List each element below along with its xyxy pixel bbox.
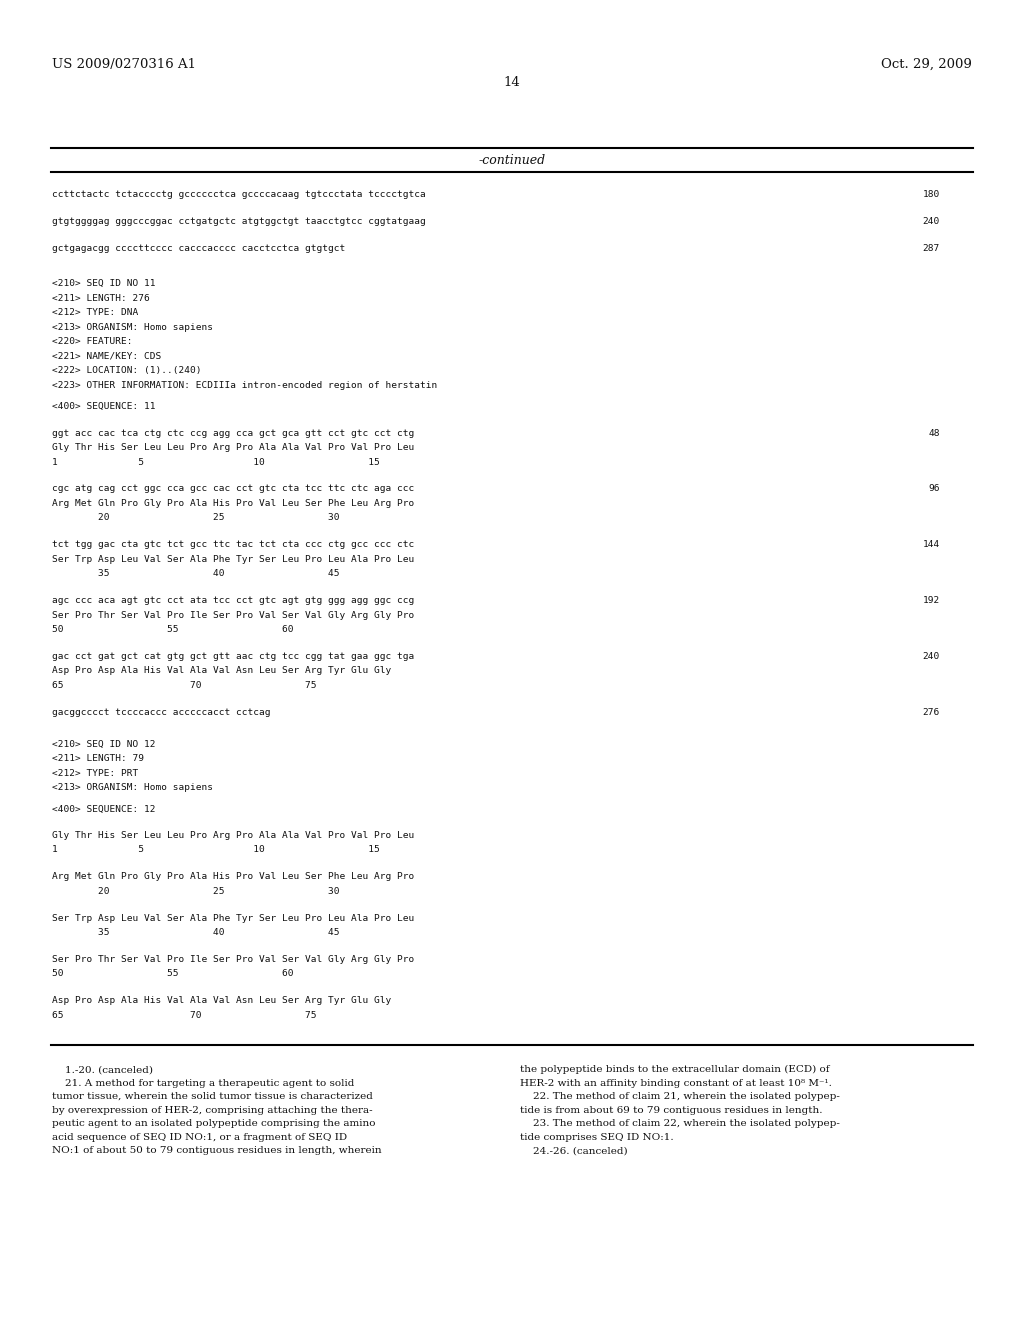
Text: <211> LENGTH: 79: <211> LENGTH: 79 [52,754,144,763]
Text: acid sequence of SEQ ID NO:1, or a fragment of SEQ ID: acid sequence of SEQ ID NO:1, or a fragm… [52,1133,347,1142]
Text: Arg Met Gln Pro Gly Pro Ala His Pro Val Leu Ser Phe Leu Arg Pro: Arg Met Gln Pro Gly Pro Ala His Pro Val … [52,499,415,508]
Text: Ser Trp Asp Leu Val Ser Ala Phe Tyr Ser Leu Pro Leu Ala Pro Leu: Ser Trp Asp Leu Val Ser Ala Phe Tyr Ser … [52,913,415,923]
Text: cgc atg cag cct ggc cca gcc cac cct gtc cta tcc ttc ctc aga ccc: cgc atg cag cct ggc cca gcc cac cct gtc … [52,484,415,494]
Text: <220> FEATURE:: <220> FEATURE: [52,337,132,346]
Text: 96: 96 [929,484,940,494]
Text: <211> LENGTH: 276: <211> LENGTH: 276 [52,293,150,302]
Text: peutic agent to an isolated polypeptide comprising the amino: peutic agent to an isolated polypeptide … [52,1119,376,1129]
Text: Gly Thr His Ser Leu Leu Pro Arg Pro Ala Ala Val Pro Val Pro Leu: Gly Thr His Ser Leu Leu Pro Arg Pro Ala … [52,444,415,451]
Text: gtgtggggag gggcccggac cctgatgctc atgtggctgt taacctgtcc cggtatgaag: gtgtggggag gggcccggac cctgatgctc atgtggc… [52,216,426,226]
Text: Asp Pro Asp Ala His Val Ala Val Asn Leu Ser Arg Tyr Glu Gly: Asp Pro Asp Ala His Val Ala Val Asn Leu … [52,997,391,1006]
Text: 1              5                   10                  15: 1 5 10 15 [52,458,380,466]
Text: 65                      70                  75: 65 70 75 [52,1011,316,1020]
Text: 1.-20. (canceled): 1.-20. (canceled) [52,1065,153,1074]
Text: 65                      70                  75: 65 70 75 [52,681,316,690]
Text: 20                  25                  30: 20 25 30 [52,887,340,896]
Text: 50                  55                  60: 50 55 60 [52,969,294,978]
Text: tct tgg gac cta gtc tct gcc ttc tac tct cta ccc ctg gcc ccc ctc: tct tgg gac cta gtc tct gcc ttc tac tct … [52,540,415,549]
Text: gac cct gat gct cat gtg gct gtt aac ctg tcc cgg tat gaa ggc tga: gac cct gat gct cat gtg gct gtt aac ctg … [52,652,415,661]
Text: 35                  40                  45: 35 40 45 [52,928,340,937]
Text: <210> SEQ ID NO 11: <210> SEQ ID NO 11 [52,279,156,288]
Text: 276: 276 [923,708,940,717]
Text: NO:1 of about 50 to 79 contiguous residues in length, wherein: NO:1 of about 50 to 79 contiguous residu… [52,1146,382,1155]
Text: 50                  55                  60: 50 55 60 [52,624,294,634]
Text: Ser Trp Asp Leu Val Ser Ala Phe Tyr Ser Leu Pro Leu Ala Pro Leu: Ser Trp Asp Leu Val Ser Ala Phe Tyr Ser … [52,554,415,564]
Text: 35                  40                  45: 35 40 45 [52,569,340,578]
Text: <400> SEQUENCE: 11: <400> SEQUENCE: 11 [52,403,156,412]
Text: 21. A method for targeting a therapeutic agent to solid: 21. A method for targeting a therapeutic… [52,1078,354,1088]
Text: 1              5                   10                  15: 1 5 10 15 [52,845,380,854]
Text: <221> NAME/KEY: CDS: <221> NAME/KEY: CDS [52,351,161,360]
Text: Ser Pro Thr Ser Val Pro Ile Ser Pro Val Ser Val Gly Arg Gly Pro: Ser Pro Thr Ser Val Pro Ile Ser Pro Val … [52,610,415,619]
Text: agc ccc aca agt gtc cct ata tcc cct gtc agt gtg ggg agg ggc ccg: agc ccc aca agt gtc cct ata tcc cct gtc … [52,597,415,605]
Text: 287: 287 [923,244,940,252]
Text: Arg Met Gln Pro Gly Pro Ala His Pro Val Leu Ser Phe Leu Arg Pro: Arg Met Gln Pro Gly Pro Ala His Pro Val … [52,873,415,882]
Text: <210> SEQ ID NO 12: <210> SEQ ID NO 12 [52,739,156,748]
Text: <212> TYPE: PRT: <212> TYPE: PRT [52,768,138,777]
Text: 240: 240 [923,216,940,226]
Text: ccttctactc tctacccctg gcccccctca gccccacaag tgtccctata tcccctgtca: ccttctactc tctacccctg gcccccctca gccccac… [52,190,426,199]
Text: <213> ORGANISM: Homo sapiens: <213> ORGANISM: Homo sapiens [52,783,213,792]
Text: 24.-26. (canceled): 24.-26. (canceled) [520,1146,628,1155]
Text: <222> LOCATION: (1)..(240): <222> LOCATION: (1)..(240) [52,366,202,375]
Text: the polypeptide binds to the extracellular domain (ECD) of: the polypeptide binds to the extracellul… [520,1065,829,1074]
Text: tide is from about 69 to 79 contiguous residues in length.: tide is from about 69 to 79 contiguous r… [520,1106,822,1114]
Text: gacggcccct tccccaccc acccccacct cctcag: gacggcccct tccccaccc acccccacct cctcag [52,708,270,717]
Text: tide comprises SEQ ID NO:1.: tide comprises SEQ ID NO:1. [520,1133,674,1142]
Text: HER-2 with an affinity binding constant of at least 10⁸ M⁻¹.: HER-2 with an affinity binding constant … [520,1078,831,1088]
Text: Asp Pro Asp Ala His Val Ala Val Asn Leu Ser Arg Tyr Glu Gly: Asp Pro Asp Ala His Val Ala Val Asn Leu … [52,667,391,676]
Text: 192: 192 [923,597,940,605]
Text: -continued: -continued [478,153,546,166]
Text: 180: 180 [923,190,940,199]
Text: 23. The method of claim 22, wherein the isolated polypep-: 23. The method of claim 22, wherein the … [520,1119,840,1129]
Text: 22. The method of claim 21, wherein the isolated polypep-: 22. The method of claim 21, wherein the … [520,1092,840,1101]
Text: Ser Pro Thr Ser Val Pro Ile Ser Pro Val Ser Val Gly Arg Gly Pro: Ser Pro Thr Ser Val Pro Ile Ser Pro Val … [52,954,415,964]
Text: 48: 48 [929,429,940,437]
Text: by overexpression of HER-2, comprising attaching the thera-: by overexpression of HER-2, comprising a… [52,1106,373,1114]
Text: 14: 14 [504,77,520,88]
Text: <213> ORGANISM: Homo sapiens: <213> ORGANISM: Homo sapiens [52,322,213,331]
Text: ggt acc cac tca ctg ctc ccg agg cca gct gca gtt cct gtc cct ctg: ggt acc cac tca ctg ctc ccg agg cca gct … [52,429,415,437]
Text: 240: 240 [923,652,940,661]
Text: Gly Thr His Ser Leu Leu Pro Arg Pro Ala Ala Val Pro Val Pro Leu: Gly Thr His Ser Leu Leu Pro Arg Pro Ala … [52,830,415,840]
Text: Oct. 29, 2009: Oct. 29, 2009 [881,58,972,71]
Text: 20                  25                  30: 20 25 30 [52,513,340,523]
Text: <212> TYPE: DNA: <212> TYPE: DNA [52,308,138,317]
Text: US 2009/0270316 A1: US 2009/0270316 A1 [52,58,196,71]
Text: 144: 144 [923,540,940,549]
Text: <400> SEQUENCE: 12: <400> SEQUENCE: 12 [52,805,156,814]
Text: tumor tissue, wherein the solid tumor tissue is characterized: tumor tissue, wherein the solid tumor ti… [52,1092,373,1101]
Text: <223> OTHER INFORMATION: ECDIIIa intron-encoded region of herstatin: <223> OTHER INFORMATION: ECDIIIa intron-… [52,380,437,389]
Text: gctgagacgg ccccttcccc cacccacccc cacctcctca gtgtgct: gctgagacgg ccccttcccc cacccacccc cacctcc… [52,244,345,252]
